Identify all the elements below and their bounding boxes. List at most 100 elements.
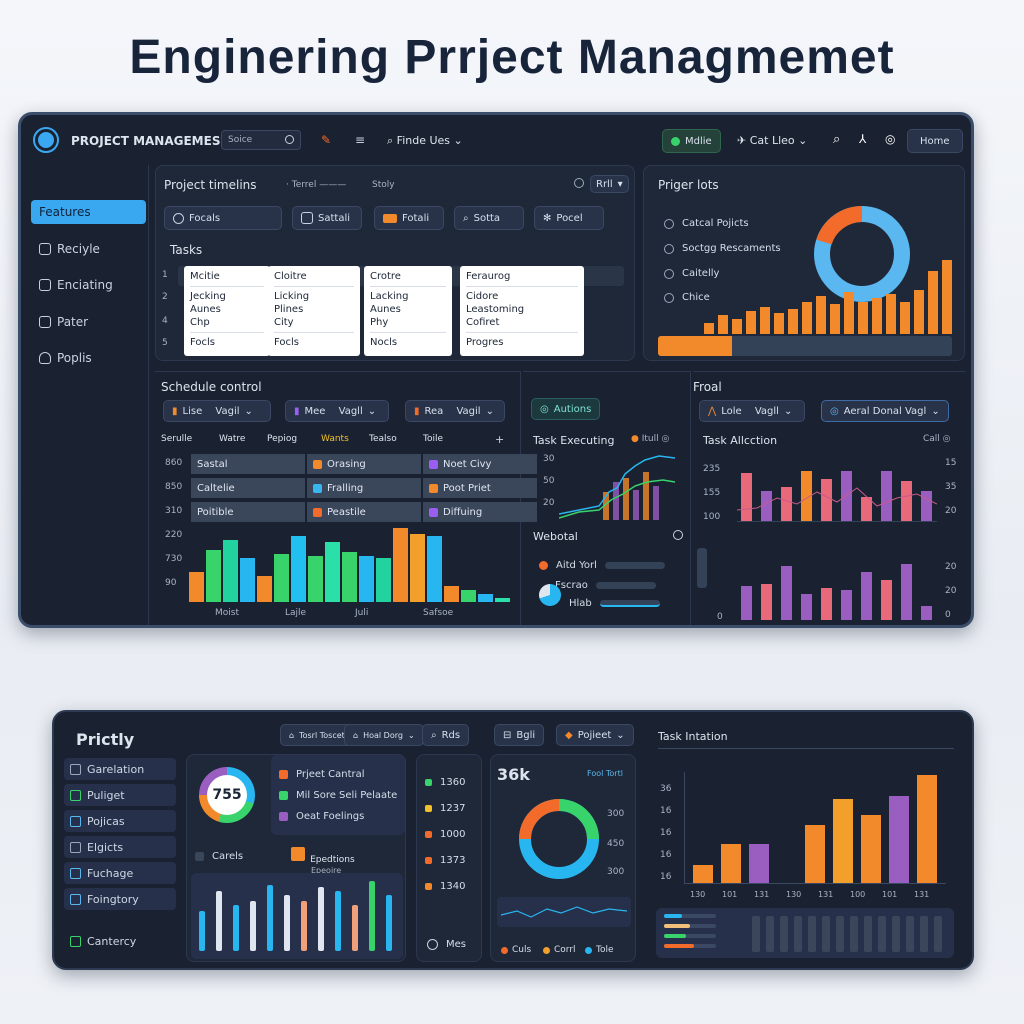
task-cell[interactable]: Feraurog: [466, 270, 578, 287]
schedule-cell[interactable]: Orasing: [307, 454, 421, 474]
schedule-bar-chart: [189, 502, 510, 602]
schedule-header[interactable]: Tealso: [369, 434, 397, 444]
schedule-cell[interactable]: Caltelie: [191, 478, 305, 498]
schedule-cell-label: Poitible: [197, 506, 234, 518]
sidebar-item-recycle[interactable]: Reciyle: [31, 237, 146, 261]
schedule-cell[interactable]: Poitible: [191, 502, 305, 522]
priger-item-0[interactable]: Catcal Pojicts: [664, 218, 749, 229]
schedule-cell[interactable]: Sastal: [191, 454, 305, 474]
task-cell[interactable]: Aunes: [370, 304, 401, 315]
task-cell[interactable]: Plines: [274, 304, 304, 315]
sattali-button[interactable]: Sattali: [292, 206, 362, 230]
priger-item-2[interactable]: Caitelly: [664, 268, 719, 279]
task-cell[interactable]: Aunes: [190, 304, 221, 315]
task-cell[interactable]: Crotre: [370, 270, 446, 287]
schedule-header[interactable]: Watre: [219, 434, 246, 444]
task-cell[interactable]: Focls: [190, 337, 215, 348]
bottom-sidebar-item[interactable]: Pojicas: [64, 810, 176, 832]
sidebar-item-pater[interactable]: Pater: [31, 310, 146, 334]
schedule-header[interactable]: Toile: [423, 434, 444, 444]
priger-item-1[interactable]: Soctgg Rescaments: [664, 243, 781, 254]
schedule-header[interactable]: Serulle: [161, 434, 193, 444]
task-cell[interactable]: City: [274, 316, 354, 333]
task-cell[interactable]: Focls: [274, 337, 299, 348]
priger-progress-fill: [658, 336, 732, 356]
timeline-dropdown[interactable]: Rrll ▾: [590, 175, 629, 193]
priger-bar: [942, 260, 952, 334]
bottom-sidebar-item[interactable]: Foingtory: [64, 888, 176, 910]
project-list-item-1[interactable]: Mil Sore Seli Pelaate: [279, 790, 397, 801]
hoal-dorg-chip[interactable]: ⌂ Hoal Dorg ⌄: [344, 724, 424, 746]
menu-dropdown[interactable]: ⌕ Finde Ues ⌄: [387, 134, 463, 147]
task-cell[interactable]: Phy: [370, 316, 446, 333]
task-allocation-filter[interactable]: Call ◎: [923, 434, 951, 444]
schedule-cell[interactable]: Diffuing: [423, 502, 537, 522]
pojieet-chip[interactable]: ◆ Pojieet ⌄: [556, 724, 634, 746]
bottom-sidebar-item[interactable]: Elgicts: [64, 836, 176, 858]
sotta-button[interactable]: ⌕ Sotta: [454, 206, 524, 230]
home-button[interactable]: Home: [907, 129, 963, 153]
timeline-tab-stoly[interactable]: Stoly: [372, 180, 395, 190]
schedule-dropdown-2[interactable]: ▮ Mee Vagll ⌄: [285, 400, 389, 422]
task-column: Crotre Lacking Aunes Phy Nocls: [364, 266, 452, 356]
tools-icon[interactable]: ✎: [321, 133, 332, 147]
bgli-chip[interactable]: ⊟ Bgli: [494, 724, 545, 746]
schedule-cell[interactable]: Noet Civy: [423, 454, 537, 474]
schedule-row-label: 90: [165, 578, 177, 588]
sidebar-item-enciating[interactable]: Enciating: [31, 273, 146, 297]
froal-scrollbar[interactable]: [697, 548, 707, 588]
froal-dropdown-2[interactable]: ◎ Aeral Donal Vagl ⌄: [821, 400, 949, 422]
task-cell[interactable]: Cidore: [466, 291, 499, 302]
task-cell[interactable]: Cofiret: [466, 316, 578, 333]
settings-icon[interactable]: ◎: [885, 132, 896, 146]
schedule-dropdown-1[interactable]: ▮ Lise Vagil ⌄: [163, 400, 271, 422]
task-cell[interactable]: Leastoming: [466, 304, 525, 315]
allocation-bar: [841, 471, 852, 521]
legend-item: Tole: [585, 945, 614, 955]
task-cell[interactable]: Chp: [190, 316, 264, 333]
bottom-sidebar-item[interactable]: Garelation: [64, 758, 176, 780]
fotali-button[interactable]: Fotali: [374, 206, 444, 230]
froal-axis-label: 35: [945, 482, 957, 492]
focals-button[interactable]: Focals: [164, 206, 282, 230]
schedule-dropdown-3[interactable]: ▮ Rea Vagil ⌄: [405, 400, 505, 422]
task-cell[interactable]: Mcitie: [190, 270, 264, 287]
actions-button[interactable]: ◎ Autions: [531, 398, 601, 420]
list-icon[interactable]: ≡: [355, 133, 366, 147]
sidebar-item-people[interactable]: Poplis: [31, 346, 146, 370]
search-icon[interactable]: ⌕: [833, 132, 841, 147]
rds-chip[interactable]: ⌕ Rds: [422, 724, 470, 746]
task-executing-filter[interactable]: ● Itull ◎: [631, 434, 670, 444]
task-cell[interactable]: Cloitre: [274, 270, 354, 287]
donut-label: 450: [607, 839, 625, 849]
pocel-button[interactable]: ✻ Pocel: [534, 206, 604, 230]
priger-item-3[interactable]: Chice: [664, 292, 710, 303]
add-icon[interactable]: +: [495, 433, 505, 446]
project-list-item-0[interactable]: Prjeet Cantral: [279, 769, 365, 780]
status-pill[interactable]: Mdlie: [662, 129, 721, 153]
schedule-cell[interactable]: Poot Priet: [423, 478, 537, 498]
task-cell[interactable]: Progres: [466, 337, 504, 348]
search-input[interactable]: Soice: [221, 130, 301, 150]
bottom-sidebar-item[interactable]: Cantercy: [64, 930, 176, 952]
schedule-bar: [393, 528, 408, 602]
bottom-sidebar-item[interactable]: Puliget: [64, 784, 176, 806]
tree-icon[interactable]: ⅄: [859, 132, 867, 146]
user-menu[interactable]: ✈ Cat Lleo ⌄: [737, 134, 808, 147]
froal-dropdown-1[interactable]: ⋀ Lole Vagll ⌄: [699, 400, 805, 422]
task-cell[interactable]: Jecking: [190, 291, 226, 302]
bottom-sidebar-item[interactable]: Fuchage: [64, 862, 176, 884]
schedule-cell-label: Caltelie: [197, 482, 235, 494]
te-bar: [603, 492, 609, 520]
tag-icon: ◆: [565, 729, 573, 741]
task-cell[interactable]: Licking: [274, 291, 310, 302]
project-list-item-2[interactable]: Oeat Foelings: [279, 811, 364, 822]
schedule-header[interactable]: Pepiog: [267, 434, 298, 444]
schedule-cell[interactable]: Peastile: [307, 502, 421, 522]
timeline-tab-terrel[interactable]: · Terrel ———: [286, 180, 347, 190]
task-cell[interactable]: Nocls: [370, 337, 398, 348]
sidebar-item-features[interactable]: Features: [31, 200, 146, 224]
schedule-header[interactable]: Wants: [321, 434, 349, 444]
task-cell[interactable]: Lacking: [370, 291, 409, 302]
schedule-cell[interactable]: Fralling: [307, 478, 421, 498]
